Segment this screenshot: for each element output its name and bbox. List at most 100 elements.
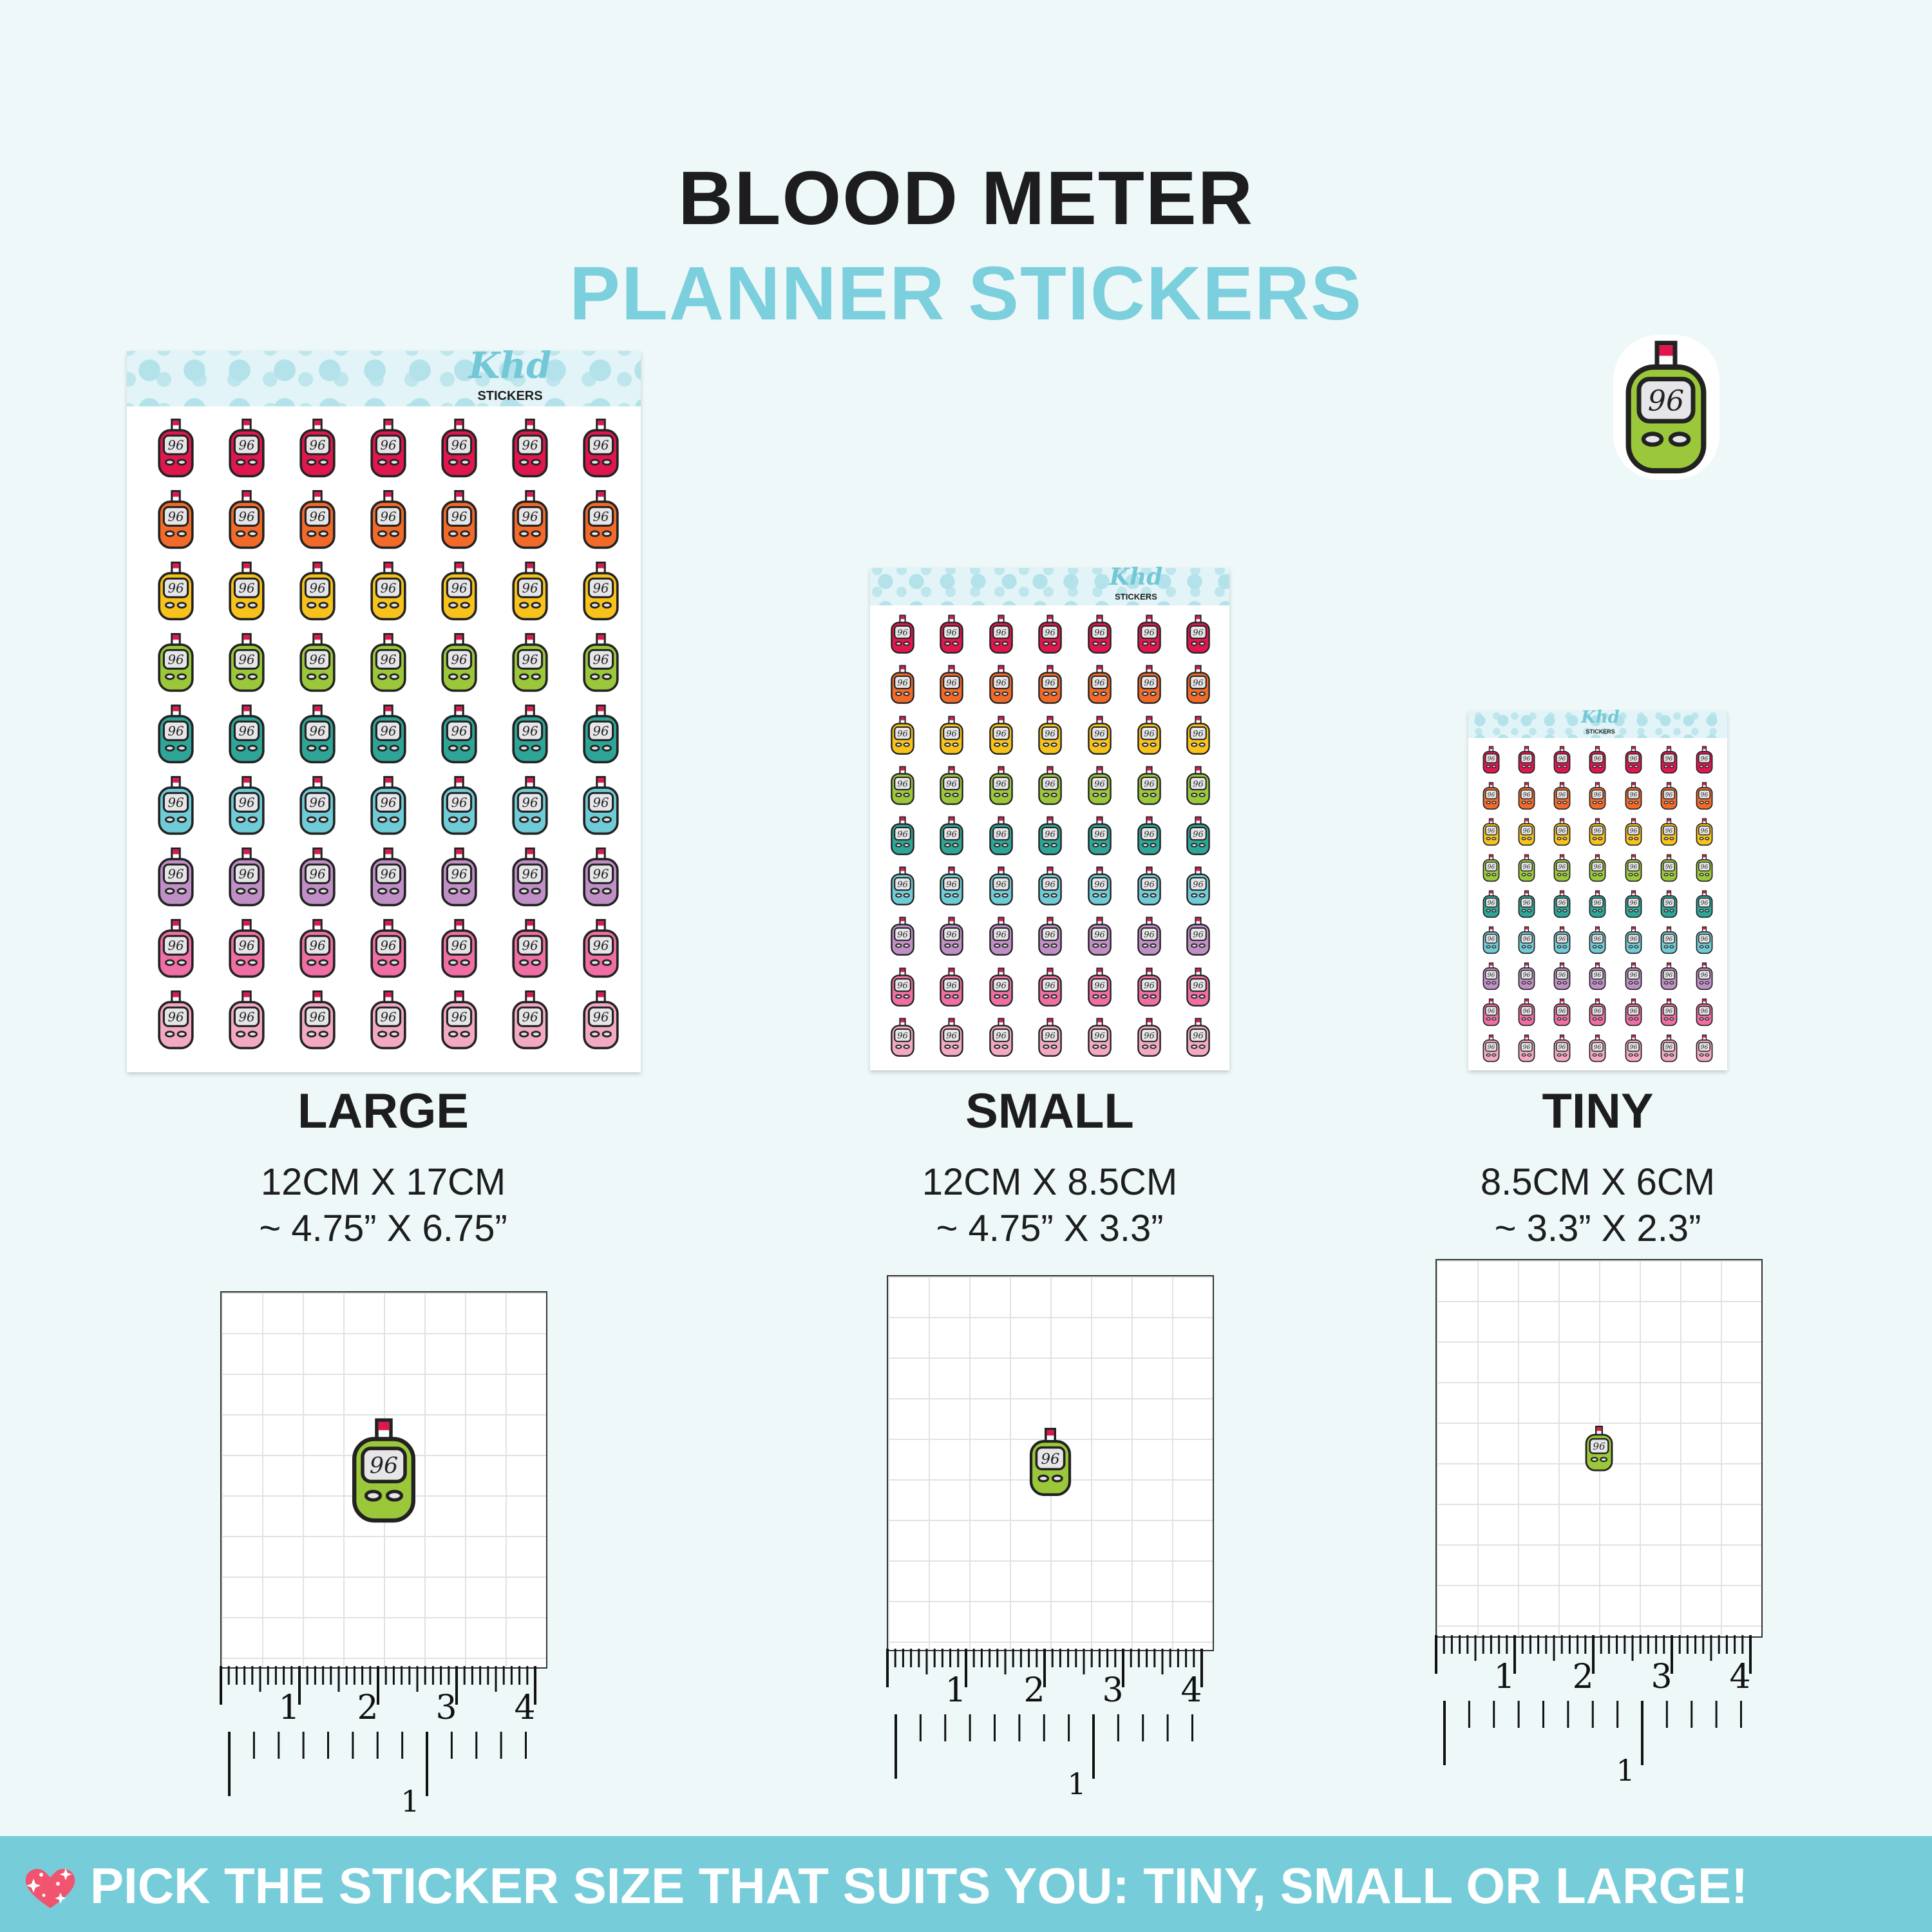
blood-meter-sticker-icon: 96 xyxy=(1625,890,1642,918)
svg-text:96: 96 xyxy=(947,779,958,789)
sticker-cell: 96 xyxy=(424,913,495,985)
sticker-grid: 96 96 96 96 96 96 96 96 96 96 96 96 96 96 96 96 96 96 96 96… xyxy=(878,609,1223,1063)
sticker-cell: 96 xyxy=(565,484,636,555)
sheet-header xyxy=(870,568,1229,605)
svg-text:96: 96 xyxy=(1523,791,1531,799)
blood-meter-sticker-icon: 96 xyxy=(229,776,265,835)
sticker-cell: 96 xyxy=(1473,994,1509,1030)
blood-meter-sticker-icon: 96 xyxy=(1553,782,1571,810)
sticker-cell: 96 xyxy=(976,659,1026,710)
svg-text:96: 96 xyxy=(947,981,958,990)
blood-meter-sticker-icon: 96 xyxy=(1589,746,1606,774)
svg-text:96: 96 xyxy=(947,679,958,688)
svg-text:96: 96 xyxy=(1193,729,1204,739)
ruler-large: 1 2 3 4 1 xyxy=(220,1666,536,1819)
svg-text:96: 96 xyxy=(1594,972,1602,979)
svg-text:96: 96 xyxy=(1523,1008,1531,1015)
sticker-cell: 96 xyxy=(211,842,282,913)
blood-meter-sticker-icon: 96 xyxy=(1518,746,1535,774)
blood-meter-sticker-icon: 96 xyxy=(1038,967,1063,1007)
blood-meter-sticker-icon: 96 xyxy=(940,766,964,805)
size-label-small: SMALL xyxy=(965,1084,1134,1139)
blood-meter-sticker-icon: 96 xyxy=(1625,818,1642,846)
blood-meter-sticker-icon: 96 xyxy=(1186,816,1210,855)
blood-meter-sticker-icon: 96 xyxy=(370,919,406,978)
sticker-cell: 96 xyxy=(1026,962,1075,1012)
blood-meter-sticker-icon: 96 xyxy=(940,816,964,855)
svg-text:96: 96 xyxy=(522,509,538,524)
sticker-cell: 96 xyxy=(495,484,565,555)
svg-text:96: 96 xyxy=(310,509,326,524)
blood-meter-sticker-icon: 96 xyxy=(1518,818,1535,846)
svg-text:96: 96 xyxy=(451,724,468,739)
svg-text:96: 96 xyxy=(1144,729,1155,739)
svg-text:96: 96 xyxy=(1523,972,1531,979)
sticker-cell: 96 xyxy=(927,811,977,861)
sticker-cell: 96 xyxy=(565,698,636,770)
svg-text:96: 96 xyxy=(1558,900,1566,907)
blood-meter-sticker-icon: 96 xyxy=(1186,917,1210,956)
blood-meter-sticker-icon: 96 xyxy=(1482,818,1500,846)
sticker-cell: 96 xyxy=(878,911,927,961)
sticker-cell: 96 xyxy=(1124,710,1174,760)
sticker-cell: 96 xyxy=(140,770,211,842)
sticker-cell: 96 xyxy=(878,1012,927,1063)
sticker-cell: 96 xyxy=(1580,886,1615,922)
sticker-cell: 96 xyxy=(424,985,495,1056)
svg-text:96: 96 xyxy=(996,729,1007,739)
size-dimensions-large: 12CM X 17CM ~ 4.75” X 6.75” xyxy=(190,1159,576,1252)
inch-label: 1 xyxy=(401,1784,419,1819)
sticker-cell: 96 xyxy=(1509,814,1544,850)
svg-text:96: 96 xyxy=(239,724,255,739)
sticker-cell: 96 xyxy=(140,698,211,770)
sticker-cell: 96 xyxy=(1687,1030,1722,1066)
svg-text:96: 96 xyxy=(381,509,397,524)
sticker-cell: 96 xyxy=(140,985,211,1056)
blood-meter-sticker-icon: 96 xyxy=(370,990,406,1050)
blood-meter-sticker-icon: 96 xyxy=(583,776,619,835)
blood-meter-sticker-icon: 96 xyxy=(583,489,619,549)
blood-meter-sticker-icon: 96 xyxy=(299,561,336,620)
blood-meter-sticker-icon: 96 xyxy=(583,990,619,1050)
sticker-cell: 96 xyxy=(565,555,636,627)
sticker-cell: 96 xyxy=(1544,814,1580,850)
svg-text:96: 96 xyxy=(593,938,609,953)
svg-text:96: 96 xyxy=(996,779,1007,789)
sparkle-heart-icon xyxy=(25,1868,75,1908)
sticker-cell: 96 xyxy=(424,484,495,555)
blood-meter-sticker-icon: 96 xyxy=(158,776,194,835)
svg-text:96: 96 xyxy=(239,795,255,810)
svg-text:96: 96 xyxy=(1665,1008,1672,1015)
small-sticker-sheet: Khd STICKERS 96 96 96 96 96 96 96 96 96 96 96 96 96 9… xyxy=(870,564,1229,1070)
svg-text:96: 96 xyxy=(522,652,538,667)
blood-meter-sticker-icon: 96 xyxy=(441,561,477,620)
small-size-preview-grid: 96 xyxy=(887,1275,1214,1651)
svg-text:96: 96 xyxy=(1594,864,1602,871)
blood-meter-sticker-icon: 96 xyxy=(512,418,548,477)
sticker-cell: 96 xyxy=(976,710,1026,760)
blood-meter-sticker-icon: 96 xyxy=(299,919,336,978)
blood-meter-sticker-icon: 96 xyxy=(891,816,914,855)
inch-label: 1 xyxy=(1616,1753,1634,1788)
svg-text:96: 96 xyxy=(381,581,397,596)
blood-meter-sticker-icon: 96 xyxy=(1660,926,1678,954)
sticker-cell: 96 xyxy=(1075,659,1124,710)
blood-meter-sticker-icon: 96 xyxy=(1137,816,1161,855)
blood-meter-sticker-icon: 96 xyxy=(1482,1034,1500,1063)
svg-text:96: 96 xyxy=(1523,1044,1531,1051)
blood-meter-sticker-icon: 96 xyxy=(989,1018,1013,1057)
svg-text:96: 96 xyxy=(1665,1044,1672,1051)
cm-label: 1 xyxy=(945,1671,966,1710)
sticker-cell: 96 xyxy=(1124,861,1174,911)
sticker-cell: 96 xyxy=(1075,861,1124,911)
sticker-cell: 96 xyxy=(1124,659,1174,710)
brand-logo: Khd STICKERS xyxy=(1575,707,1626,735)
blood-meter-sticker-icon: 96 xyxy=(1660,890,1678,918)
svg-text:96: 96 xyxy=(168,438,184,453)
inch-label: 1 xyxy=(1067,1766,1086,1801)
svg-text:96: 96 xyxy=(1701,828,1709,835)
blood-meter-sticker-icon: 96 xyxy=(1186,1018,1210,1057)
svg-text:96: 96 xyxy=(1488,828,1495,835)
blood-meter-sticker-icon: 96 xyxy=(1186,614,1210,654)
svg-text:96: 96 xyxy=(897,1031,908,1041)
